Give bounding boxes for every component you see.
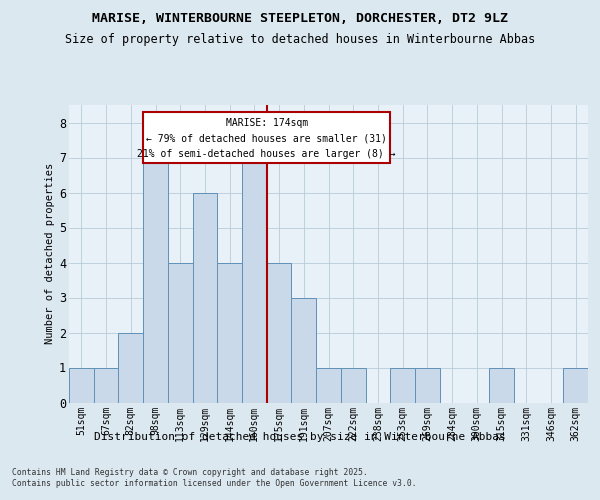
Bar [69, 368, 94, 402]
Y-axis label: Number of detached properties: Number of detached properties [45, 163, 55, 344]
Bar [118, 332, 143, 402]
Bar [267, 262, 292, 402]
Text: Size of property relative to detached houses in Winterbourne Abbas: Size of property relative to detached ho… [65, 32, 535, 46]
Bar [292, 298, 316, 403]
Bar [415, 368, 440, 402]
Text: 21% of semi-detached houses are larger (8) →: 21% of semi-detached houses are larger (… [137, 148, 396, 158]
Text: MARISE: 174sqm: MARISE: 174sqm [226, 118, 308, 128]
FancyBboxPatch shape [143, 112, 390, 163]
Bar [143, 158, 168, 402]
Bar [316, 368, 341, 402]
Text: ← 79% of detached houses are smaller (31): ← 79% of detached houses are smaller (31… [146, 134, 387, 143]
Bar [489, 368, 514, 402]
Text: Contains HM Land Registry data © Crown copyright and database right 2025.
Contai: Contains HM Land Registry data © Crown c… [12, 468, 416, 487]
Text: MARISE, WINTERBOURNE STEEPLETON, DORCHESTER, DT2 9LZ: MARISE, WINTERBOURNE STEEPLETON, DORCHES… [92, 12, 508, 26]
Bar [390, 368, 415, 402]
Bar [217, 262, 242, 402]
Bar [94, 368, 118, 402]
Bar [563, 368, 588, 402]
Text: Distribution of detached houses by size in Winterbourne Abbas: Distribution of detached houses by size … [94, 432, 506, 442]
Bar [341, 368, 365, 402]
Bar [168, 262, 193, 402]
Bar [193, 192, 217, 402]
Bar [242, 158, 267, 402]
